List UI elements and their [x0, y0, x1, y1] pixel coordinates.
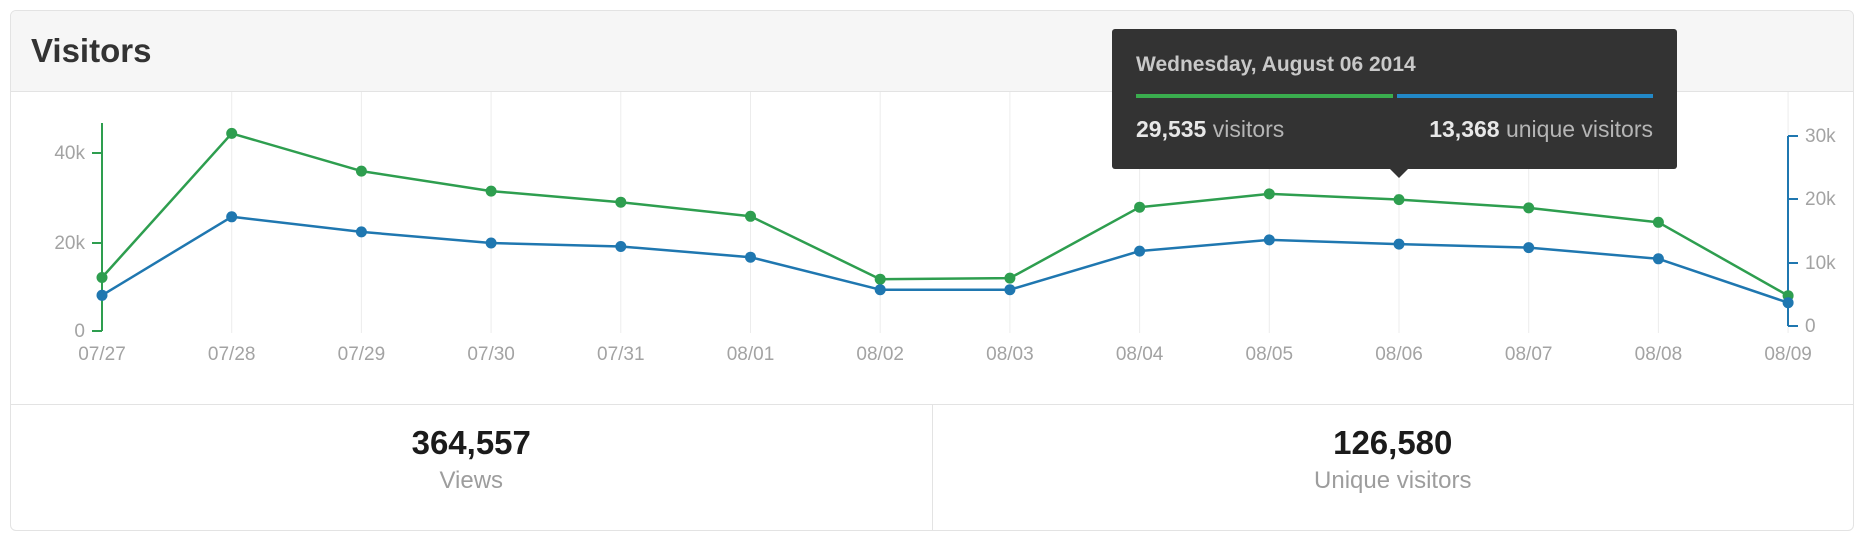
svg-text:08/09: 08/09 — [1764, 344, 1812, 365]
svg-text:08/08: 08/08 — [1635, 344, 1683, 365]
svg-text:08/04: 08/04 — [1116, 344, 1164, 365]
svg-text:10k: 10k — [1805, 253, 1836, 274]
svg-text:20k: 20k — [1805, 189, 1836, 210]
svg-text:30k: 30k — [1805, 126, 1836, 147]
svg-text:07/31: 07/31 — [597, 344, 645, 365]
svg-text:07/27: 07/27 — [78, 344, 126, 365]
svg-text:08/06: 08/06 — [1375, 344, 1423, 365]
svg-text:07/30: 07/30 — [467, 344, 515, 365]
svg-text:40k: 40k — [54, 143, 85, 164]
svg-text:08/03: 08/03 — [986, 344, 1034, 365]
svg-text:0: 0 — [1805, 316, 1816, 337]
svg-text:08/01: 08/01 — [727, 344, 775, 365]
svg-text:08/07: 08/07 — [1505, 344, 1553, 365]
svg-text:0: 0 — [74, 321, 85, 342]
svg-text:07/28: 07/28 — [208, 344, 256, 365]
svg-text:20k: 20k — [54, 233, 85, 254]
svg-text:08/02: 08/02 — [856, 344, 904, 365]
svg-text:08/05: 08/05 — [1246, 344, 1294, 365]
svg-text:07/29: 07/29 — [338, 344, 386, 365]
